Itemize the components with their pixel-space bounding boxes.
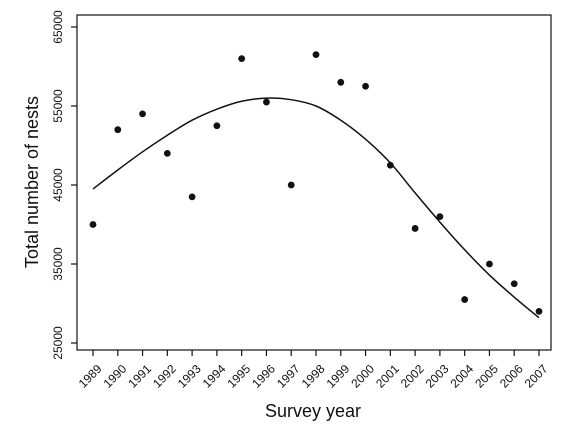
data-point — [287, 181, 295, 189]
data-point — [386, 161, 394, 169]
y-tick-label: 25000 — [51, 326, 65, 360]
data-point — [337, 78, 345, 86]
y-tick-label: 65000 — [51, 10, 65, 44]
y-axis: 25000 35000 45000 55000 65000 — [51, 10, 77, 360]
y-axis-title: Total number of nests — [22, 96, 42, 268]
data-point — [312, 51, 320, 59]
plot-frame — [76, 14, 552, 351]
data-point — [188, 193, 196, 201]
fit-line-group — [92, 97, 540, 319]
data-point — [486, 260, 493, 268]
y-tick-label: 45000 — [51, 168, 65, 202]
y-tick-label: 35000 — [51, 247, 65, 281]
y-tick-label: 55000 — [51, 89, 65, 123]
data-point — [535, 308, 543, 315]
data-point — [89, 221, 97, 228]
data-point — [510, 280, 518, 288]
data-point — [411, 225, 419, 232]
data-points — [89, 51, 543, 315]
fitted-curve — [92, 97, 540, 319]
x-axis-title: Survey year — [265, 401, 361, 421]
data-point — [213, 122, 221, 130]
data-point — [139, 110, 146, 118]
data-point — [362, 82, 369, 90]
data-point — [238, 55, 246, 62]
data-point — [163, 150, 171, 157]
data-point — [461, 296, 469, 303]
data-point — [263, 98, 270, 106]
data-point — [114, 126, 122, 134]
data-point — [436, 213, 444, 221]
